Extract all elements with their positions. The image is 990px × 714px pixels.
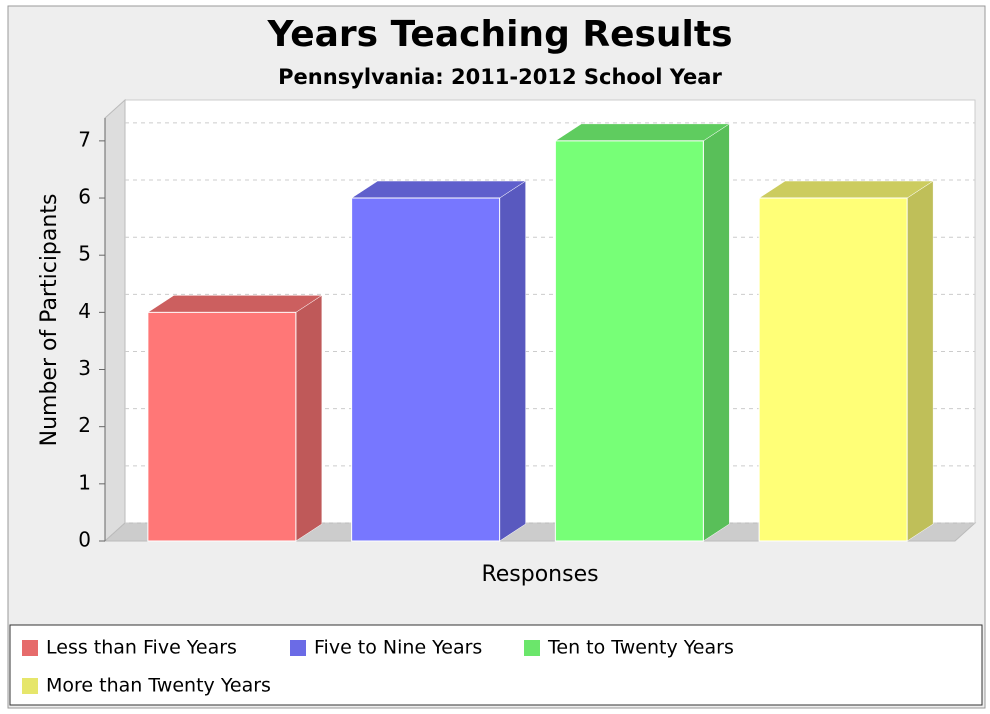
bar-top [758, 180, 934, 199]
y-tick-label: 6 [78, 185, 91, 209]
y-tick-label: 0 [78, 528, 91, 552]
bar-top [350, 180, 527, 199]
legend-label: More than Twenty Years [46, 675, 271, 697]
legend [9, 624, 983, 706]
chart-subtitle: Pennsylvania: 2011-2012 School Year [278, 65, 722, 89]
bar-top [554, 123, 731, 142]
legend-swatch [524, 640, 540, 656]
chart-title: Years Teaching Results [266, 14, 732, 55]
bar [758, 197, 908, 542]
side-wall [104, 98, 126, 543]
y-tick-label: 1 [78, 470, 91, 494]
legend-label: Ten to Twenty Years [547, 637, 734, 659]
legend-label: Five to Nine Years [314, 637, 482, 659]
y-tick-label: 5 [78, 242, 91, 266]
y-tick-label: 2 [78, 413, 91, 437]
y-tick-label: 3 [78, 356, 91, 380]
bar [351, 197, 501, 542]
bar-side [295, 294, 323, 542]
bar-side [703, 123, 730, 542]
x-axis-label: Responses [481, 562, 598, 587]
legend-swatch [22, 640, 38, 656]
bar [147, 311, 297, 542]
legend-label: Less than Five Years [46, 637, 237, 659]
y-tick-label: 4 [78, 299, 91, 323]
bar-top [147, 295, 323, 313]
legend-swatch [22, 678, 38, 694]
y-axis-label: Number of Participants [37, 194, 62, 447]
bar-side [499, 180, 526, 542]
bar [554, 140, 704, 542]
y-tick-label: 7 [78, 127, 91, 151]
bar-side [906, 180, 934, 542]
legend-swatch [290, 640, 306, 656]
